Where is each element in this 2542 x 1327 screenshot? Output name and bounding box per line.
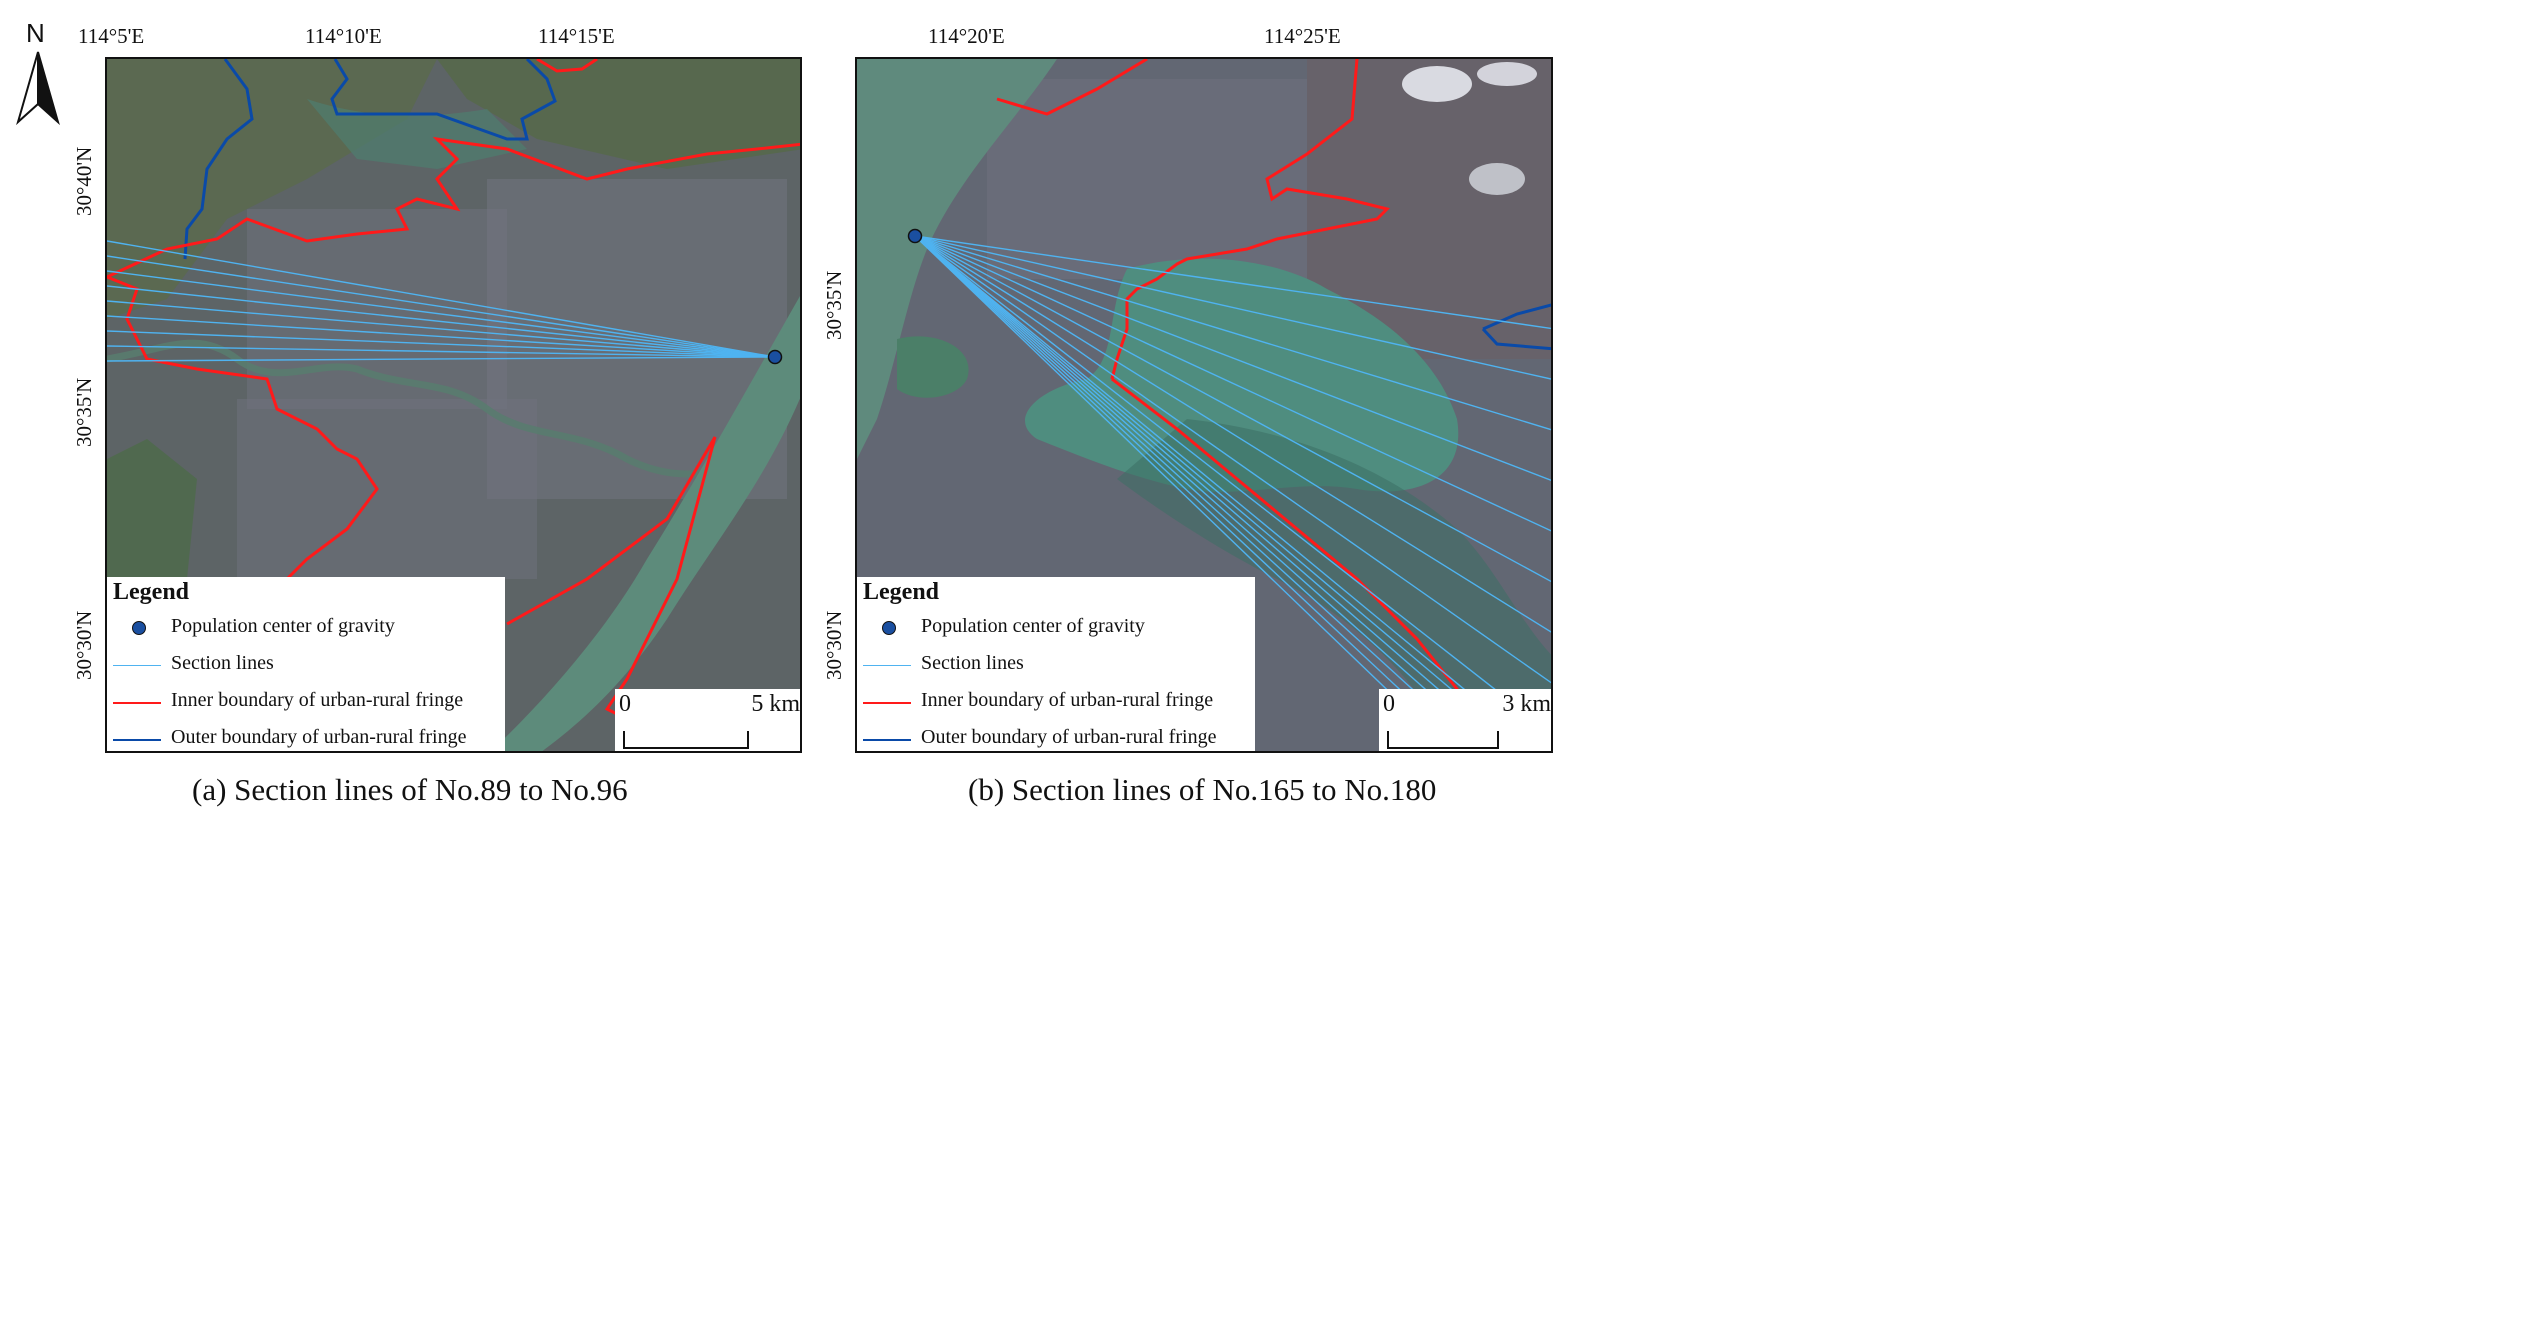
section-line-icon xyxy=(863,665,911,666)
section-line-icon xyxy=(113,665,161,666)
section-line xyxy=(107,270,776,358)
scale-bar-b: 0 3 km xyxy=(1379,689,1551,751)
map-b-imagery xyxy=(857,59,1551,751)
north-arrow: N xyxy=(14,18,66,128)
north-arrow-icon xyxy=(16,51,60,126)
section-line xyxy=(914,235,1551,330)
section-line xyxy=(914,235,1452,751)
lon-label: 114°20'E xyxy=(928,24,1005,48)
section-line xyxy=(107,240,776,358)
section-line xyxy=(107,285,776,358)
section-line xyxy=(914,235,1551,735)
section-line xyxy=(914,235,1496,751)
section-line xyxy=(914,235,1467,751)
lat-label: 30°35'N xyxy=(822,270,846,340)
section-line xyxy=(107,356,776,362)
legend-item-section-lines: Section lines xyxy=(107,652,507,682)
section-line xyxy=(914,235,1482,751)
section-lines-a xyxy=(107,240,783,365)
map-panel-b[interactable]: Legend Population center of gravity Sect… xyxy=(855,57,1553,753)
legend-b: Legend Population center of gravity Sect… xyxy=(857,577,1257,751)
lon-label: 114°10'E xyxy=(305,24,382,48)
outer-boundary-icon xyxy=(863,739,911,741)
center-dot-icon xyxy=(132,621,146,635)
caption-a: (a) Section lines of No.89 to No.96 xyxy=(192,772,628,807)
inner-boundary-icon xyxy=(863,702,911,704)
section-lines-b xyxy=(907,228,1551,751)
lon-label: 114°25'E xyxy=(1264,24,1341,48)
lon-label: 114°5'E xyxy=(78,24,145,48)
section-line xyxy=(914,235,1551,431)
map-panel-a[interactable]: Legend Population center of gravity Sect… xyxy=(105,57,802,753)
legend-item-outer: Outer boundary of urban-rural fringe xyxy=(857,726,1257,751)
section-line xyxy=(914,235,1551,532)
section-line xyxy=(914,235,1526,751)
lat-label: 30°30'N xyxy=(72,610,96,680)
legend-title: Legend xyxy=(113,579,190,605)
scale-bar-a: 0 5 km xyxy=(615,689,800,751)
legend-item-center: Population center of gravity xyxy=(107,615,507,645)
legend-a: Legend Population center of gravity Sect… xyxy=(107,577,507,751)
lat-label: 30°35'N xyxy=(72,377,96,447)
lat-label: 30°30'N xyxy=(822,610,846,680)
section-line xyxy=(914,235,1551,583)
legend-item-outer: Outer boundary of urban-rural fringe xyxy=(107,726,507,751)
legend-item-inner: Inner boundary of urban-rural fringe xyxy=(107,689,507,719)
section-line xyxy=(914,235,1511,751)
legend-item-center: Population center of gravity xyxy=(857,615,1257,645)
section-line xyxy=(914,235,1551,684)
lat-label: 30°40'N xyxy=(72,146,96,216)
section-line xyxy=(107,255,776,358)
section-line xyxy=(914,235,1541,751)
population-center-dot xyxy=(767,349,783,365)
center-dot-icon xyxy=(882,621,896,635)
lon-label: 114°15'E xyxy=(538,24,615,48)
legend-title: Legend xyxy=(863,579,940,605)
inner-boundary-icon xyxy=(113,702,161,704)
population-center-dot xyxy=(907,228,923,244)
legend-item-inner: Inner boundary of urban-rural fringe xyxy=(857,689,1257,719)
section-line xyxy=(107,330,776,358)
section-line xyxy=(107,300,776,358)
section-line xyxy=(914,235,1551,481)
section-line xyxy=(914,235,1551,380)
section-line xyxy=(107,315,776,358)
outer-boundary-icon xyxy=(113,739,161,741)
caption-b: (b) Section lines of No.165 to No.180 xyxy=(968,772,1437,807)
section-line xyxy=(107,345,776,358)
north-label: N xyxy=(26,18,45,48)
legend-item-section-lines: Section lines xyxy=(857,652,1257,682)
section-line xyxy=(914,235,1551,633)
